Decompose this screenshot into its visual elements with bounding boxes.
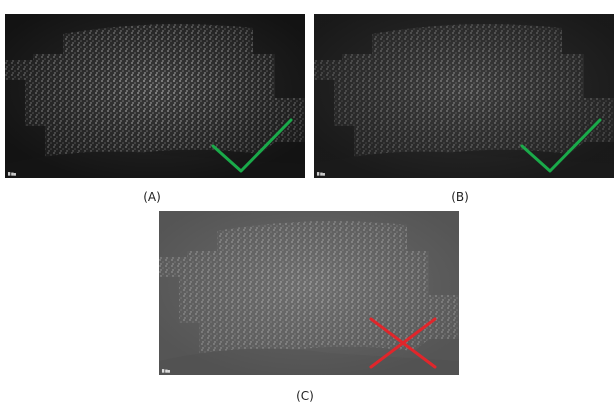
image-panel-b: █ ▇▆	[314, 14, 614, 178]
image-panel-c: █ ▇▆	[159, 211, 459, 375]
check-icon	[211, 118, 293, 173]
svg-text:█ ▇▆: █ ▇▆	[161, 369, 171, 373]
caption-c: (C)	[296, 389, 314, 403]
speckle-image-b: █ ▇▆	[314, 14, 614, 178]
check-icon	[520, 118, 602, 173]
svg-text:█ ▇▆: █ ▇▆	[7, 172, 17, 176]
caption-b: (B)	[451, 190, 469, 204]
speckle-image-a: █ ▇▆	[5, 14, 305, 178]
caption-a: (A)	[143, 190, 161, 204]
cross-icon	[369, 317, 437, 369]
svg-text:█ ▇▆: █ ▇▆	[316, 172, 326, 176]
image-panel-a: █ ▇▆	[5, 14, 305, 178]
speckle-image-c: █ ▇▆	[159, 211, 459, 375]
